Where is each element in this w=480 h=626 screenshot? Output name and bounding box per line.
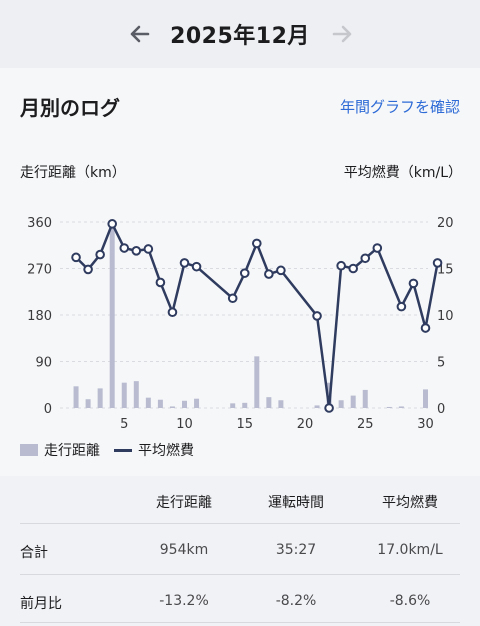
- summary-mom-fuel: -8.6%: [389, 593, 431, 609]
- chart-legend: 走行距離 平均燃費: [20, 440, 194, 460]
- fuel-economy-point: [324, 403, 334, 413]
- distance-bar: [133, 381, 139, 408]
- fuel-economy-point: [360, 253, 371, 264]
- summary-total-distance: 954km: [159, 542, 209, 558]
- right-axis-tick: 15: [437, 263, 454, 278]
- summary-header-distance: 走行距離: [156, 495, 212, 511]
- distance-bar: [242, 402, 248, 408]
- summary-header-fuel: 平均燃費: [382, 495, 438, 511]
- fuel-economy-point: [107, 219, 117, 229]
- x-axis-tick: 25: [357, 417, 374, 430]
- fuel-economy-point: [155, 277, 166, 288]
- legend-line-swatch: [114, 448, 132, 452]
- fuel-economy-point: [372, 243, 383, 253]
- right-axis-tick: 20: [437, 216, 454, 231]
- fuel-economy-point: [191, 261, 202, 272]
- distance-bar: [97, 388, 103, 408]
- x-axis-tick: 10: [176, 417, 193, 430]
- summary-mom-drive-time: -8.2%: [275, 593, 317, 609]
- distance-bar: [266, 397, 272, 408]
- x-axis-tick: 5: [120, 417, 128, 430]
- summary-total-fuel: 17.0km/L: [377, 542, 443, 558]
- left-axis-title: 走行距離（km）: [20, 165, 126, 181]
- right-axis-tick: 10: [437, 309, 454, 324]
- fuel-economy-point: [432, 258, 443, 268]
- summary-divider: [20, 523, 460, 524]
- fuel-economy-point: [239, 268, 250, 278]
- fuel-economy-point: [396, 301, 407, 312]
- fuel-economy-point: [227, 293, 238, 304]
- fuel-economy-point: [131, 246, 142, 256]
- fuel-economy-point: [95, 249, 105, 260]
- distance-bar: [169, 406, 175, 408]
- fuel-economy-point: [83, 264, 93, 275]
- distance-bar: [386, 406, 392, 408]
- distance-bar: [423, 389, 428, 408]
- left-axis-tick: 360: [27, 216, 52, 231]
- distance-bar: [230, 403, 236, 408]
- distance-bar: [398, 406, 404, 408]
- yearly-graph-link[interactable]: 年間グラフを確認: [339, 98, 460, 116]
- current-month-title: 2025年12月: [170, 24, 310, 49]
- summary-total-drive-time: 35:27: [275, 542, 317, 558]
- left-axis-tick: 0: [44, 402, 52, 417]
- distance-bar: [157, 399, 163, 408]
- summary-divider: [20, 574, 460, 575]
- distance-bar: [254, 356, 260, 408]
- summary-row-label: 前月比: [20, 596, 62, 612]
- fuel-economy-point: [264, 269, 274, 279]
- fuel-economy-point: [251, 238, 262, 249]
- distance-bar: [194, 398, 200, 408]
- next-month-arrow-icon[interactable]: [328, 20, 356, 48]
- right-axis-title: 平均燃費（km/L）: [343, 165, 462, 181]
- distance-bar: [314, 405, 320, 408]
- left-axis-tick: 180: [27, 309, 52, 324]
- previous-month-arrow-icon[interactable]: [126, 20, 154, 48]
- summary-row-label: 合計: [20, 545, 48, 561]
- right-axis-tick: 5: [437, 356, 445, 371]
- fuel-economy-point: [179, 258, 190, 268]
- right-axis-tick: 0: [437, 402, 445, 417]
- summary-mom-distance: -13.2%: [159, 593, 209, 609]
- legend-bar-label: 走行距離: [44, 443, 100, 459]
- legend-bar-swatch: [20, 444, 38, 456]
- fuel-economy-point: [71, 252, 81, 263]
- fuel-economy-point: [408, 278, 419, 289]
- x-axis-tick: 30: [417, 417, 434, 430]
- distance-bar: [278, 400, 284, 408]
- section-title: 月別のログ: [20, 96, 120, 120]
- summary-header-drive-time: 運転時間: [268, 495, 324, 511]
- summary-table: [0, 476, 480, 626]
- fuel-economy-point: [167, 307, 178, 318]
- fuel-economy-point: [336, 260, 346, 271]
- x-axis-tick: 15: [236, 417, 253, 430]
- distance-bar: [121, 382, 127, 408]
- fuel-economy-point: [312, 311, 322, 321]
- distance-bar: [350, 395, 356, 408]
- fuel-economy-point: [348, 263, 359, 274]
- distance-fuel-chart: 360 20 270 15 180 10 90 5 0 0 5 10 15 20 25 30: [27, 216, 454, 430]
- distance-bar: [338, 400, 344, 408]
- fuel-economy-point: [420, 323, 431, 333]
- legend-line-label: 平均燃費: [138, 443, 194, 459]
- distance-bar: [182, 400, 187, 408]
- fuel-economy-point: [143, 244, 154, 254]
- summary-divider: [20, 622, 460, 623]
- x-axis-tick: 20: [297, 417, 314, 430]
- left-axis-tick: 90: [35, 356, 52, 371]
- fuel-economy-point: [119, 243, 130, 253]
- left-axis-tick: 270: [27, 263, 52, 278]
- fuel-economy-point: [276, 265, 286, 276]
- distance-bar: [85, 399, 91, 408]
- distance-bar: [109, 222, 115, 408]
- month-navigation-bar: 2025年12月: [0, 0, 480, 68]
- distance-bar: [362, 389, 368, 408]
- distance-bar: [145, 397, 151, 408]
- distance-bar: [73, 386, 79, 408]
